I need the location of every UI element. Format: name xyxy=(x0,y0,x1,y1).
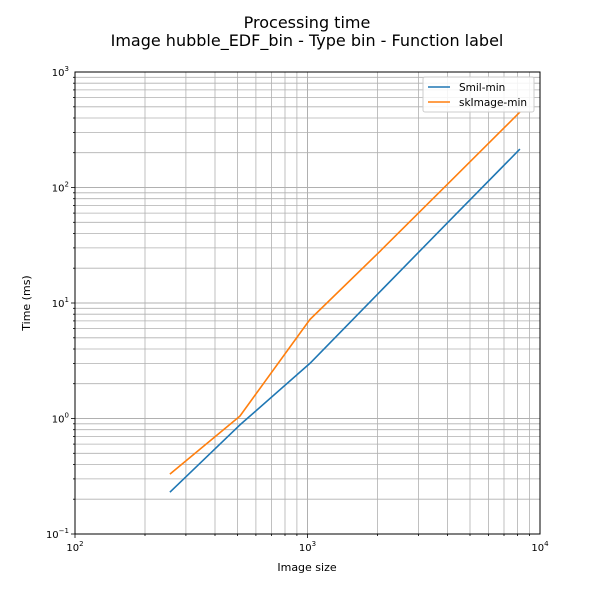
legend-label-skimage-min: skImage-min xyxy=(459,97,527,109)
y-axis-label: Time (ms) xyxy=(20,275,33,331)
series-layer xyxy=(169,111,521,493)
x-tick-label: 104 xyxy=(531,540,549,554)
legend-label-smil-min: Smil-min xyxy=(459,82,505,94)
y-tick-label: 10−1 xyxy=(46,527,69,541)
axis-ticks: 102 103 104 10−1 100 101 102 103 xyxy=(46,65,549,554)
series-line-skimage-min xyxy=(169,111,521,475)
y-tick-label: 101 xyxy=(52,296,69,310)
series-line-smil-min xyxy=(169,148,521,493)
legend-box xyxy=(422,76,535,113)
chart-subtitle: Image hubble_EDF_bin - Type bin - Functi… xyxy=(111,31,504,51)
x-axis-label: Image size xyxy=(277,561,337,574)
legend: Smil-min skImage-min xyxy=(422,76,535,113)
x-tick-label: 102 xyxy=(66,540,83,554)
y-tick-label: 100 xyxy=(52,412,69,426)
x-tick-label: 103 xyxy=(299,540,316,554)
y-tick-label: 103 xyxy=(52,65,69,79)
y-tick-label: 102 xyxy=(52,181,69,195)
grid-lines xyxy=(74,72,540,535)
chart-title: Processing time xyxy=(244,13,371,32)
